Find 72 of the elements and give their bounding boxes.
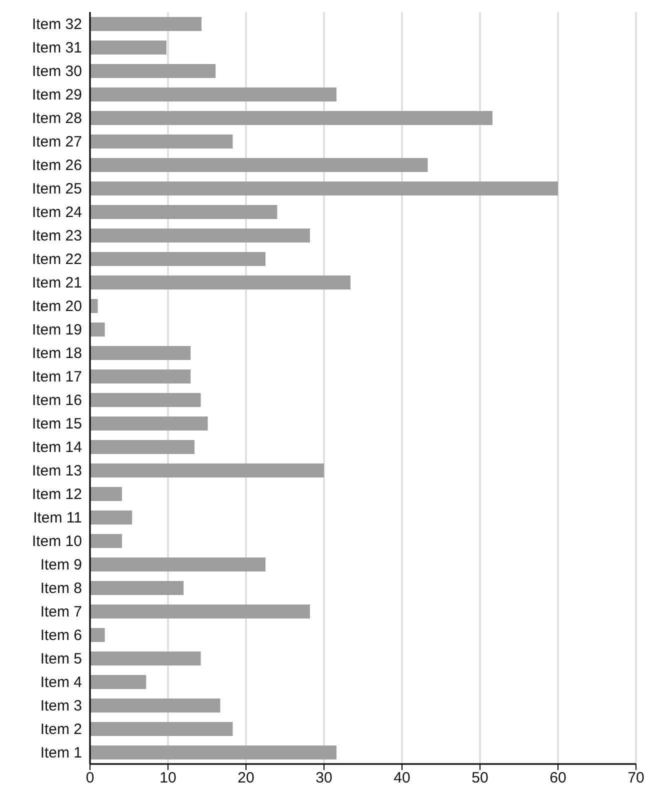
y-tick-label: Item 30 (32, 63, 82, 80)
bar (90, 581, 184, 595)
y-tick-label: Item 7 (40, 604, 82, 621)
bar (90, 440, 195, 454)
y-tick-label: Item 15 (32, 416, 82, 433)
bar (90, 40, 166, 54)
bar (90, 111, 492, 125)
bar (90, 64, 216, 78)
bar (90, 205, 278, 219)
bar (90, 252, 266, 266)
bar (90, 628, 105, 642)
y-tick-label: Item 4 (40, 674, 82, 692)
bar (90, 675, 146, 689)
y-tick-label: Item 31 (32, 40, 82, 57)
y-tick-label: Item 29 (32, 86, 82, 104)
y-tick-label: Item 13 (32, 462, 82, 480)
bar (90, 134, 233, 148)
bar (90, 604, 310, 618)
y-tick-label: Item 32 (32, 16, 82, 34)
bar (90, 228, 310, 242)
bar (90, 322, 105, 336)
bar (90, 487, 122, 501)
y-tick-label: Item 3 (40, 698, 82, 715)
y-tick-label: Item 23 (32, 228, 82, 245)
bar (90, 652, 201, 666)
bar (90, 510, 132, 524)
y-tick-label: Item 14 (32, 439, 82, 456)
y-tick-label: Item 24 (32, 204, 82, 222)
y-tick-label: Item 27 (32, 134, 82, 151)
y-tick-label: Item 5 (40, 650, 82, 668)
x-tick-label: 40 (394, 770, 410, 787)
bar (90, 158, 428, 172)
bar (90, 346, 191, 360)
bar (90, 416, 208, 430)
y-tick-label: Item 1 (40, 744, 82, 762)
y-tick-label: Item 6 (40, 627, 82, 644)
y-tick-label: Item 22 (32, 251, 82, 268)
y-tick-label: Item 26 (32, 157, 82, 174)
bar (90, 17, 202, 31)
bar (90, 88, 336, 102)
bar (90, 722, 233, 736)
y-tick-label: Item 8 (40, 580, 82, 598)
bar (90, 698, 220, 712)
x-tick-label: 10 (160, 770, 176, 787)
bar (90, 534, 122, 548)
bar (90, 276, 351, 290)
bar (90, 370, 191, 384)
y-tick-label: Item 19 (32, 322, 82, 339)
x-tick-label: 20 (238, 770, 254, 787)
y-tick-label: Item 20 (32, 298, 82, 316)
y-tick-label: Item 10 (32, 533, 82, 550)
y-tick-label: Item 12 (32, 486, 82, 504)
bar (90, 746, 336, 760)
y-tick-label: Item 28 (32, 110, 82, 128)
y-tick-label: Item 9 (40, 556, 82, 574)
bar (90, 182, 558, 196)
y-tick-label: Item 21 (32, 274, 82, 292)
x-tick-label: 0 (86, 770, 94, 787)
y-tick-label: Item 25 (32, 180, 82, 198)
y-tick-label: Item 18 (32, 345, 82, 362)
y-tick-label: Item 2 (40, 721, 82, 738)
y-tick-label: Item 16 (32, 392, 82, 410)
x-tick-label: 30 (316, 770, 332, 787)
bar (90, 299, 98, 313)
x-tick-label: 50 (472, 770, 488, 787)
bar (90, 558, 266, 572)
x-tick-label: 60 (550, 770, 566, 787)
x-tick-label: 70 (628, 770, 644, 787)
bar (90, 393, 201, 407)
y-tick-label: Item 11 (33, 510, 82, 527)
bar (90, 464, 324, 478)
y-tick-label: Item 17 (32, 368, 82, 386)
